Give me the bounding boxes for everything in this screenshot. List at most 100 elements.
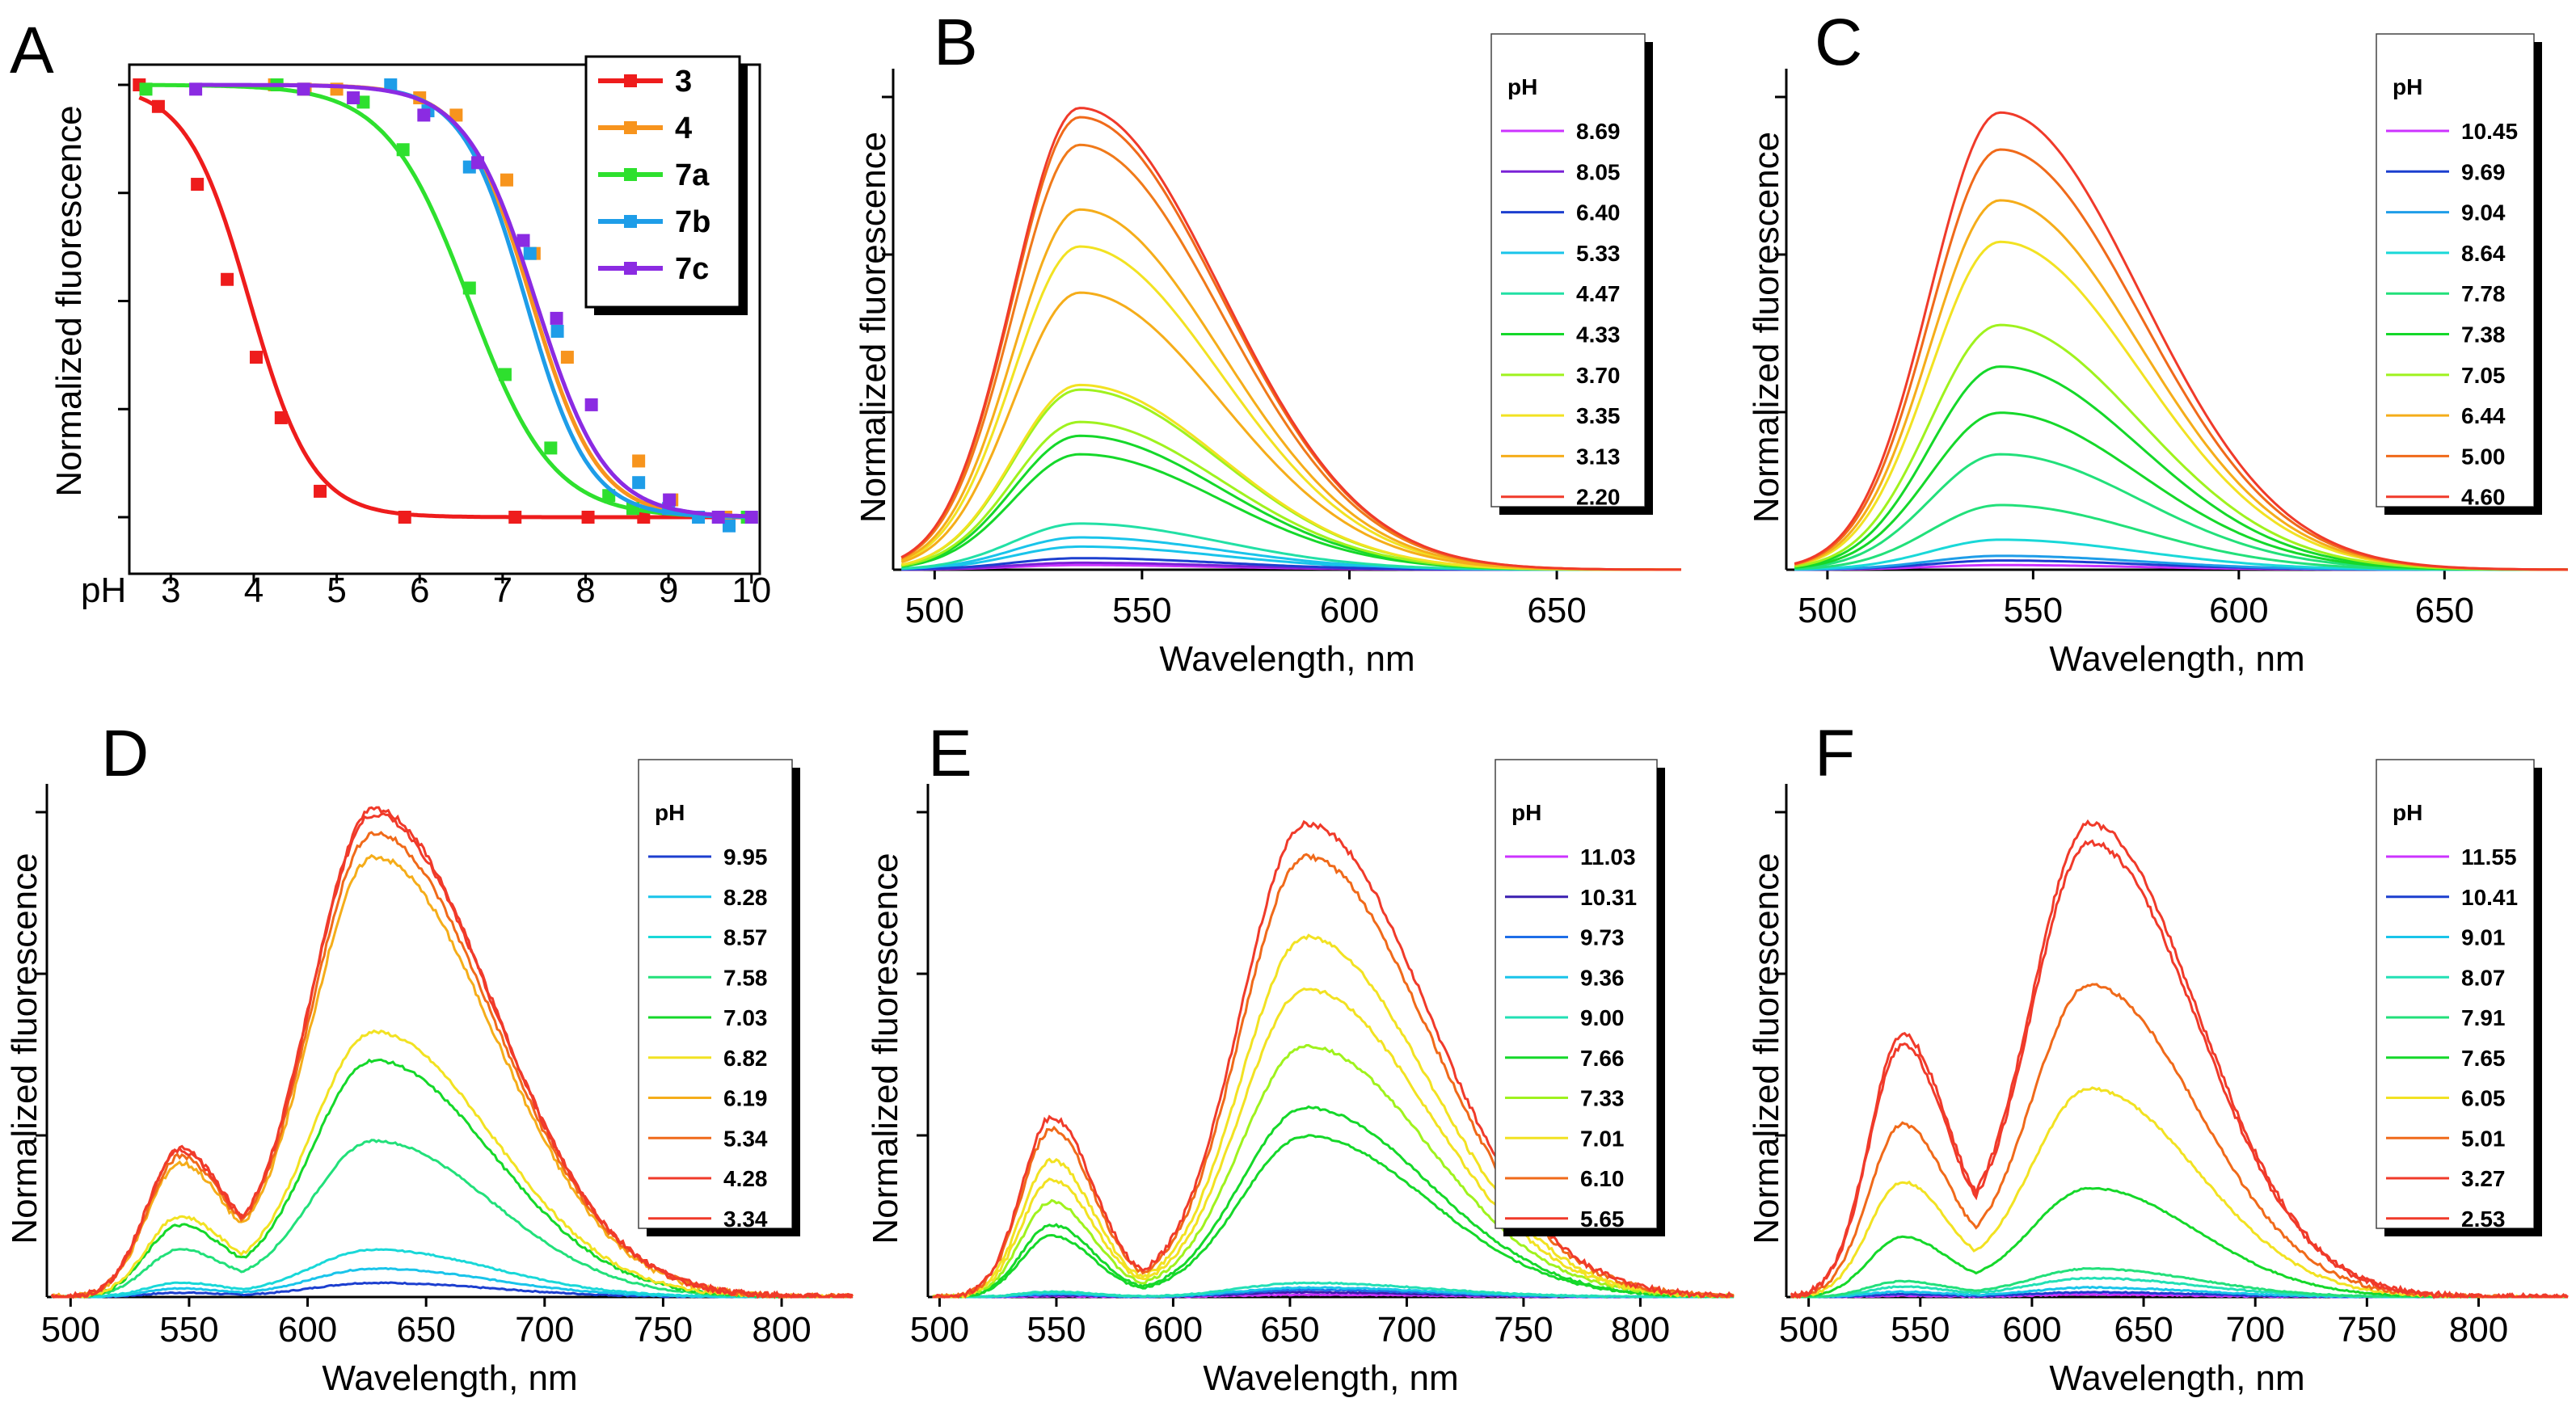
data-point [471, 156, 485, 170]
x-tick-label: 500 [905, 591, 964, 630]
legend-shadow [792, 768, 800, 1236]
panel-c: C 500 550 600 650 Normalized fluorescence Wave… [1747, 6, 2569, 679]
legend-label: 3.13 [1576, 444, 1621, 469]
series-3 [133, 78, 755, 524]
legend-label: 7.66 [1580, 1046, 1625, 1071]
legend-label: 4.28 [723, 1166, 768, 1191]
spectrum-line-4-28 [51, 812, 854, 1299]
data-point [191, 178, 204, 192]
x-tick-label: 550 [2004, 591, 2063, 630]
panel-letter: B [934, 6, 978, 79]
legend-shadow [1645, 42, 1653, 515]
spectrum-line-2-53 [1790, 819, 2569, 1299]
legend-label: 4.33 [1576, 322, 1621, 347]
panel-letter: C [1815, 6, 1862, 79]
legend-shadow [647, 1228, 800, 1236]
legend-label: 8.07 [2461, 965, 2506, 990]
legend-label: 9.69 [2461, 159, 2506, 184]
data-point [398, 511, 411, 524]
panel-letter: A [10, 14, 54, 87]
legend-frame [2376, 759, 2535, 1229]
legend-label: 7.58 [723, 965, 768, 990]
data-point [723, 519, 736, 533]
legend-label: 11.55 [2461, 844, 2517, 870]
legend-label: 3 [675, 65, 692, 99]
legend-label: 8.64 [2461, 241, 2506, 266]
data-point [498, 368, 512, 381]
legend-frame [638, 759, 793, 1229]
legend-marker [624, 215, 637, 228]
x-tick-label: 700 [2225, 1310, 2284, 1350]
y-axis-title: Normalized fluorescence [866, 853, 905, 1244]
legend-label: 7.65 [2461, 1046, 2506, 1071]
x-tick-label: 5 [327, 571, 346, 610]
panel-letter: D [101, 717, 149, 790]
legend-label: 9.01 [2461, 925, 2506, 950]
x-tick-label: 8 [575, 571, 595, 610]
legend-title: pH [2393, 800, 2422, 825]
data-point [139, 82, 153, 96]
legend-title: pH [1511, 800, 1541, 825]
legend-marker [624, 74, 637, 87]
legend-label: 10.31 [1580, 885, 1637, 910]
legend-label: 3.34 [723, 1207, 768, 1232]
x-tick-label: 500 [1779, 1310, 1838, 1350]
legend-shadow [1657, 768, 1665, 1236]
data-point [581, 511, 595, 524]
data-point [314, 484, 327, 498]
x-tick-label: 550 [1891, 1310, 1950, 1350]
x-tick-label: 550 [1112, 591, 1171, 630]
legend-label: 8.28 [723, 885, 768, 910]
legend-label: 7.05 [2461, 363, 2506, 388]
legend-label: 9.04 [2461, 200, 2506, 225]
legend-label: 2.20 [1576, 485, 1621, 510]
legend-frame [584, 55, 741, 309]
legend-label: 6.40 [1576, 200, 1621, 225]
data-point [584, 398, 598, 411]
x-axis-title: pH [81, 571, 126, 610]
y-axis-title: Normalized fluorescence [49, 105, 89, 496]
legend-label: 4.47 [1576, 281, 1621, 306]
legend-label: 8.69 [1576, 119, 1621, 144]
x-tick-label: 750 [2338, 1310, 2397, 1350]
data-point [396, 143, 410, 157]
data-point [663, 493, 677, 507]
data-point [550, 311, 563, 325]
x-tick-label: 550 [159, 1310, 218, 1350]
x-tick-label: 10 [731, 571, 771, 610]
data-point [544, 441, 558, 455]
spectrum-line-2-20 [900, 107, 1681, 571]
panel-f: F 500 550 600 650 700 750 800 Normalized fluores… [1747, 717, 2569, 1398]
data-point [356, 95, 370, 109]
legend-label: 2.53 [2461, 1207, 2506, 1232]
legend-label: 11.03 [1580, 844, 1636, 870]
x-tick-label: 600 [2209, 591, 2268, 630]
x-tick-label: 500 [41, 1310, 100, 1350]
data-point [711, 511, 725, 524]
x-tick-label: 750 [634, 1310, 693, 1350]
data-point [151, 99, 165, 113]
x-axis-title: Wavelength, nm [2049, 1358, 2304, 1398]
y-axis-title: Normalized fluorescence [1747, 853, 1786, 1244]
legend-label: 9.73 [1580, 925, 1625, 950]
x-tick-label: 650 [1260, 1310, 1319, 1350]
legend-label: 6.19 [723, 1086, 768, 1111]
data-point [632, 454, 646, 468]
x-tick-label: 9 [659, 571, 678, 610]
legend-label: 5.01 [2461, 1126, 2506, 1151]
x-tick-label: 600 [2002, 1310, 2061, 1350]
x-tick-label: 4 [244, 571, 264, 610]
legend-label: 10.41 [2461, 885, 2518, 910]
legend-marker [624, 121, 637, 134]
data-point [250, 351, 264, 364]
legend-label: 9.95 [723, 844, 768, 870]
legend-shadow [594, 307, 748, 315]
x-tick-label: 3 [161, 571, 180, 610]
x-tick-label: 800 [1611, 1310, 1670, 1350]
x-axis-title: Wavelength, nm [1203, 1358, 1458, 1398]
legend-label: 9.00 [1580, 1005, 1625, 1030]
panel-a: ApH 3 4 5 6 7 8 9 10 Normalized fluorescence 3 4 7a 7… [10, 14, 771, 610]
data-point [500, 173, 513, 187]
x-axis-title: Wavelength, nm [2049, 639, 2304, 679]
legend-label: 10.45 [2461, 119, 2518, 144]
